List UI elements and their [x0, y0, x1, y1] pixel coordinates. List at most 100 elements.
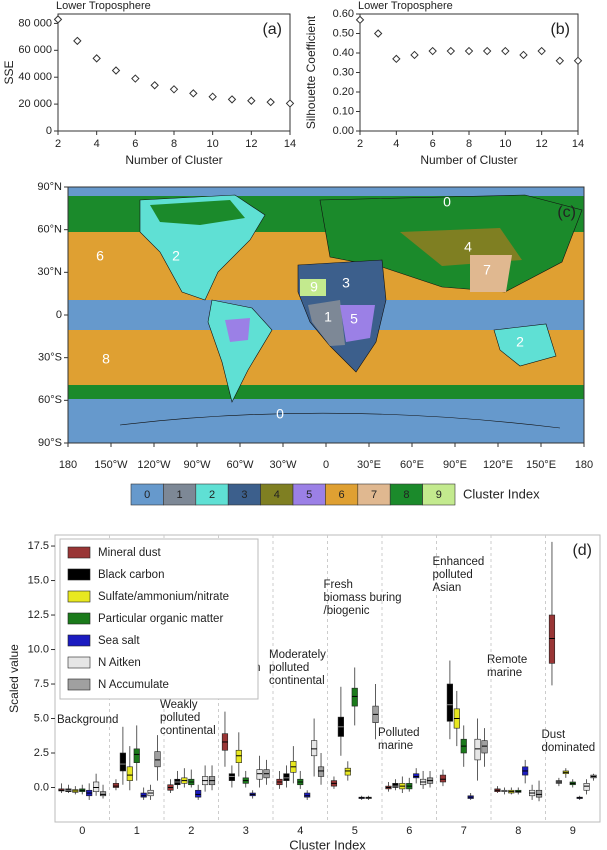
- legend-label: Sulfate/ammonium/nitrate: [98, 591, 229, 603]
- legend-swatch: [67, 634, 91, 647]
- annotation: marine: [378, 740, 413, 752]
- x-tick-label: 0: [79, 825, 85, 837]
- point: [519, 50, 528, 60]
- point: [150, 81, 159, 90]
- point: [53, 15, 63, 24]
- annotation: Enhanced: [433, 556, 485, 568]
- box: [99, 791, 107, 797]
- legend-label: Particular organic matter: [98, 613, 223, 625]
- region: [470, 255, 512, 292]
- point: [537, 46, 546, 56]
- point: [428, 46, 437, 56]
- annotation: dominated: [542, 742, 596, 754]
- region-label: 8: [102, 351, 110, 367]
- x-tick-label: 8: [466, 138, 472, 150]
- box: [548, 614, 556, 664]
- box: [446, 683, 453, 722]
- point: [92, 54, 101, 63]
- legend-swatch: [67, 590, 91, 603]
- legend-swatch: [67, 656, 91, 669]
- antarctica-coast: [119, 412, 561, 429]
- point: [573, 56, 583, 66]
- x-tick-label: 3: [243, 825, 249, 837]
- point: [392, 54, 401, 64]
- annotation: polluted: [160, 712, 200, 724]
- south-america: [207, 299, 273, 403]
- legend-label: Black carbon: [98, 569, 164, 581]
- legend-label: 6: [339, 489, 345, 501]
- point: [555, 56, 565, 66]
- map: [67, 186, 585, 444]
- annotation: Remote: [487, 654, 527, 666]
- region-label: 2: [516, 334, 524, 350]
- x-tick-label: 10: [207, 138, 219, 150]
- x-tick-label: 8: [171, 138, 177, 150]
- annotation: Moderately: [269, 649, 326, 661]
- legend-label: 0: [144, 489, 150, 501]
- region-label: 0: [443, 194, 451, 210]
- annotation: Fresh: [324, 579, 353, 591]
- region: [340, 305, 375, 342]
- y-tick-label: 40 000: [18, 71, 52, 83]
- point: [131, 74, 140, 83]
- panel-label: (c): [557, 204, 576, 221]
- y-tick-label: 17.5: [28, 540, 49, 552]
- panel-label: (a): [262, 21, 282, 38]
- x-tick-label: 60°W: [226, 459, 254, 471]
- y-tick-label: 12.5: [28, 609, 49, 621]
- point: [169, 85, 179, 94]
- y-tick-label: 0.00: [333, 125, 354, 137]
- x-tick-label: 120°W: [137, 459, 171, 471]
- box: [351, 687, 358, 707]
- y-tick-label: 60 000: [18, 44, 52, 56]
- x-tick-label: 4: [393, 138, 399, 150]
- box: [439, 774, 447, 783]
- point: [501, 46, 510, 56]
- x-tick-label: 4: [297, 825, 303, 837]
- point: [227, 95, 237, 104]
- x-tick-label: 150°W: [94, 459, 128, 471]
- x-tick-label: 6: [430, 138, 436, 150]
- box: [195, 789, 202, 798]
- y-tick-label: 0.10: [333, 105, 354, 117]
- region-label: 6: [96, 248, 104, 264]
- box: [413, 773, 420, 779]
- australia: [493, 323, 557, 367]
- box: [140, 792, 147, 798]
- x-axis-label: Number of Cluster: [125, 153, 222, 167]
- point: [464, 46, 474, 56]
- point: [446, 46, 456, 56]
- panel-label: (d): [572, 542, 592, 559]
- y-axis-label: SSE: [2, 60, 16, 84]
- box: [93, 781, 100, 792]
- y-tick-label: 60°S: [38, 394, 62, 406]
- annotation: polluted: [269, 662, 309, 674]
- box: [481, 740, 488, 754]
- box: [256, 769, 263, 780]
- x-tick-label: 180: [59, 459, 77, 471]
- point: [73, 36, 82, 46]
- y-tick-label: 2.5: [34, 747, 49, 759]
- x-tick-label: 4: [94, 138, 100, 150]
- plot-frame: [359, 13, 579, 132]
- x-tick-label: 12: [536, 138, 548, 150]
- x-tick-label: 14: [284, 138, 296, 150]
- chart-title: Lower Troposphere: [358, 0, 453, 12]
- annotation: Polluted: [378, 727, 420, 739]
- box: [133, 748, 140, 763]
- y-tick-label: 0: [46, 125, 52, 137]
- y-tick-label: 0: [56, 309, 62, 321]
- box: [119, 752, 126, 772]
- region-label: 4: [464, 239, 472, 255]
- point: [355, 15, 365, 25]
- x-tick-label: 7: [461, 825, 467, 837]
- region: [225, 318, 250, 342]
- region-label: 2: [172, 248, 180, 264]
- legend-label: 1: [177, 489, 183, 501]
- box: [317, 766, 325, 777]
- x-tick-label: 10: [499, 138, 511, 150]
- y-tick-label: 15.0: [28, 574, 49, 586]
- legend-label: 3: [241, 489, 247, 501]
- annotation: /biogenic: [324, 605, 370, 617]
